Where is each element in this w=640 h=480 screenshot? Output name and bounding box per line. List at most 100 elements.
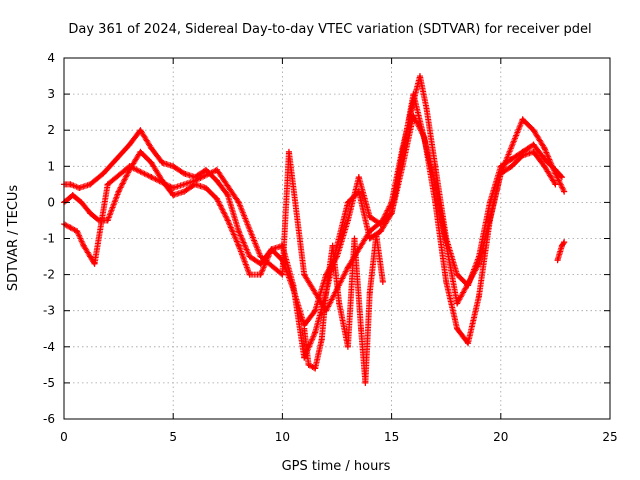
data-point: [344, 217, 351, 224]
data-point: [301, 354, 308, 361]
data-point: [76, 184, 83, 191]
data-point: [344, 199, 351, 206]
data-point: [202, 184, 209, 191]
data-point: [100, 170, 107, 177]
data-point: [312, 307, 319, 314]
grid: [64, 58, 610, 419]
data-point: [373, 231, 380, 238]
data-point: [126, 163, 133, 170]
data-point: [366, 228, 373, 235]
data-point: [556, 249, 563, 256]
x-axis-label: GPS time / hours: [282, 459, 391, 474]
x-tick-label: 15: [384, 430, 399, 444]
series-track-e: [554, 239, 568, 264]
data-point: [213, 166, 220, 173]
data-point: [246, 271, 253, 278]
data-point: [351, 235, 358, 242]
data-point: [530, 148, 537, 155]
y-tick-label: 1: [47, 159, 55, 173]
y-tick-label: -3: [43, 304, 55, 318]
x-tick-label: 25: [602, 430, 617, 444]
data-point: [358, 325, 365, 332]
data-point: [170, 192, 177, 199]
data-point: [416, 73, 423, 80]
data-point: [323, 289, 330, 296]
data-point: [202, 166, 209, 173]
data-point: [344, 343, 351, 350]
data-point: [312, 365, 319, 372]
data-point: [181, 188, 188, 195]
data-point: [67, 224, 74, 231]
data-point: [541, 145, 548, 152]
data-point: [170, 163, 177, 170]
data-point: [366, 235, 373, 242]
data-point: [519, 116, 526, 123]
data-point: [454, 300, 461, 307]
x-tick-label: 20: [493, 430, 508, 444]
data-point: [137, 127, 144, 134]
chart-title: Day 361 of 2024, Sidereal Day-to-day VTE…: [68, 22, 591, 37]
y-tick-label: 0: [47, 195, 55, 209]
data-point: [558, 174, 565, 181]
data-point: [305, 361, 312, 368]
data-points: [61, 73, 568, 386]
y-tick-label: -1: [43, 232, 55, 246]
data-point: [80, 242, 87, 249]
data-point: [423, 105, 430, 112]
data-point: [148, 159, 155, 166]
data-point: [530, 141, 537, 148]
data-point: [465, 340, 472, 347]
data-point: [497, 170, 504, 177]
data-point: [508, 156, 515, 163]
data-point: [91, 260, 98, 267]
x-tick-label: 10: [275, 430, 290, 444]
data-point: [362, 379, 369, 386]
data-point: [377, 228, 384, 235]
data-point: [508, 163, 515, 170]
data-point: [235, 228, 242, 235]
y-axis-label: SDTVAR / TECUs: [6, 185, 21, 292]
data-point: [475, 293, 482, 300]
data-point: [318, 336, 325, 343]
data-point: [246, 253, 253, 260]
data-point: [530, 127, 537, 134]
data-point: [443, 278, 450, 285]
data-point: [235, 242, 242, 249]
data-point: [213, 195, 220, 202]
y-tick-label: 2: [47, 123, 55, 137]
data-point: [113, 156, 120, 163]
data-point: [235, 199, 242, 206]
y-tick-label: -5: [43, 376, 55, 390]
data-point: [285, 148, 292, 155]
data-point: [336, 300, 343, 307]
data-point: [454, 271, 461, 278]
data-point: [104, 181, 111, 188]
x-tick-label: 5: [169, 430, 177, 444]
data-point: [268, 246, 275, 253]
data-point: [213, 177, 220, 184]
data-point: [257, 253, 264, 260]
data-point: [541, 163, 548, 170]
data-point: [181, 170, 188, 177]
data-point: [224, 192, 231, 199]
data-point: [410, 91, 417, 98]
data-point: [561, 239, 568, 246]
axis-ticks: 0 5 10 15 20 25 -6 -5 -4 -3 -2 -1 0 1 2 3 4: [43, 51, 618, 444]
data-point: [301, 271, 308, 278]
data-point: [290, 282, 297, 289]
y-tick-label: -2: [43, 268, 55, 282]
data-point: [104, 217, 111, 224]
data-point: [558, 242, 565, 249]
data-point: [301, 325, 308, 332]
data-point: [87, 253, 94, 260]
data-point: [148, 174, 155, 181]
data-point: [159, 159, 166, 166]
data-point: [552, 170, 559, 177]
y-tick-label: 4: [47, 51, 55, 65]
data-point: [355, 188, 362, 195]
data-point: [312, 329, 319, 336]
data-point: [432, 181, 439, 188]
data-point: [170, 184, 177, 191]
data-point: [192, 177, 199, 184]
data-point: [454, 325, 461, 332]
